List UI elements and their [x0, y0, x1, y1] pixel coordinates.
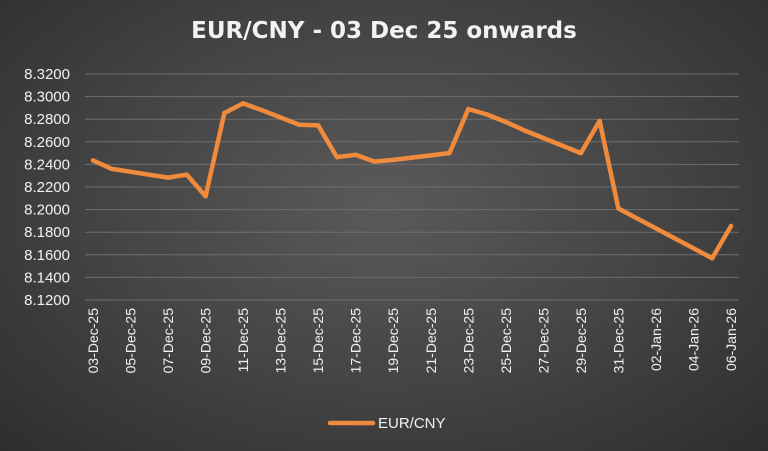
legend-label: EUR/CNY	[378, 415, 446, 432]
data-point	[466, 106, 471, 112]
x-tick-label: 06-Jan-26	[723, 308, 739, 371]
x-tick-label: 17-Dec-25	[348, 308, 364, 374]
y-tick-label: 8.2600	[24, 134, 70, 151]
y-tick-label: 8.2800	[24, 111, 70, 128]
data-point	[334, 154, 340, 160]
y-tick-label: 8.1800	[24, 224, 70, 241]
data-point	[353, 152, 358, 157]
data-point	[240, 101, 246, 106]
data-point	[484, 112, 490, 117]
data-point	[315, 123, 321, 128]
x-tick-label: 19-Dec-25	[385, 308, 401, 374]
y-tick-label: 8.2000	[24, 202, 70, 219]
x-tick-label: 21-Dec-25	[423, 308, 439, 374]
x-axis-ticks: 03-Dec-25 05-Dec-25 07-Dec-25 09-Dec-25 11-D…	[85, 308, 739, 374]
data-point	[616, 206, 621, 211]
chart-title: EUR/CNY - 03 Dec 25 onwards	[191, 18, 577, 44]
data-point	[222, 110, 227, 116]
data-point	[90, 158, 96, 163]
data-point	[109, 166, 114, 172]
x-tick-label: 13-Dec-25	[273, 308, 289, 374]
y-tick-label: 8.1600	[24, 247, 70, 264]
y-axis-ticks: 8.1200 8.1400 8.1600 8.1800 8.2000 8.2200 8.24…	[24, 66, 70, 309]
data-point	[165, 175, 171, 180]
data-point	[503, 119, 509, 125]
x-tick-label: 05-Dec-25	[123, 308, 139, 374]
x-tick-label: 25-Dec-25	[498, 308, 514, 374]
data-point	[259, 107, 265, 113]
data-point	[297, 122, 302, 128]
x-tick-label: 02-Jan-26	[648, 308, 664, 371]
y-tick-label: 8.2400	[24, 156, 70, 173]
data-point	[391, 157, 396, 163]
x-tick-label: 09-Dec-25	[198, 308, 214, 374]
data-point	[578, 150, 584, 156]
y-tick-label: 8.3000	[24, 89, 70, 106]
data-point	[184, 172, 190, 177]
data-point	[447, 150, 452, 156]
x-tick-label: 11-Dec-25	[235, 308, 251, 373]
series-layer	[90, 101, 734, 261]
x-tick-label: 07-Dec-25	[160, 308, 176, 374]
series-line	[90, 101, 734, 261]
data-point	[728, 223, 734, 229]
x-tick-label: 29-Dec-25	[573, 308, 589, 374]
x-tick-label: 03-Dec-25	[85, 308, 101, 374]
y-tick-label: 8.3200	[24, 66, 70, 83]
data-point	[710, 255, 715, 261]
data-point	[597, 118, 602, 124]
legend: EUR/CNY	[327, 415, 446, 432]
y-tick-label: 8.1400	[24, 269, 70, 286]
y-tick-label: 8.1200	[24, 292, 70, 309]
x-tick-label: 04-Jan-26	[685, 308, 701, 371]
x-tick-label: 31-Dec-25	[610, 308, 626, 374]
data-point	[203, 194, 208, 199]
gridlines	[85, 73, 739, 301]
x-tick-label: 27-Dec-25	[535, 308, 551, 374]
x-tick-label: 23-Dec-25	[460, 308, 476, 374]
x-tick-label: 15-Dec-25	[310, 308, 326, 374]
data-point	[522, 128, 527, 133]
y-tick-label: 8.2200	[24, 179, 70, 196]
data-point	[372, 159, 377, 164]
data-point	[409, 155, 415, 160]
